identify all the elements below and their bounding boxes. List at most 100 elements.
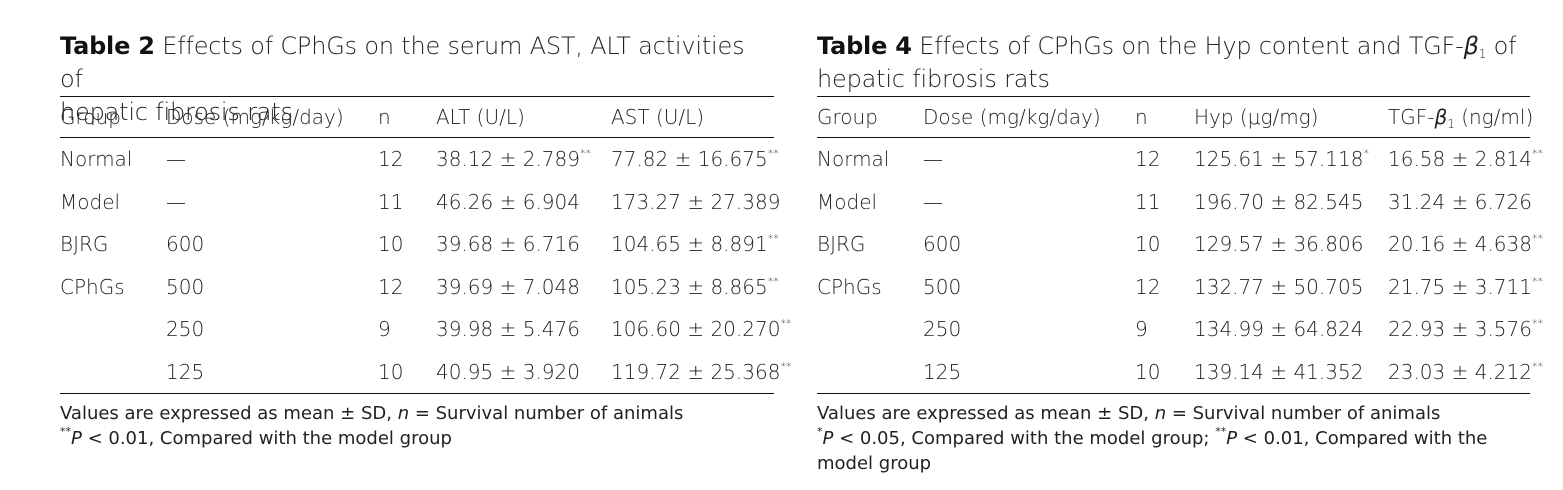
table-row: Model — 11 46.26 ± 6.904 173.27 ± 27.389 — [60, 181, 780, 224]
cell-tgf: 22.93 ± 3.576** — [1388, 317, 1543, 341]
subscript: 1 — [1447, 117, 1455, 131]
cell-group: Model — [60, 189, 121, 214]
footnote-variable: P — [1226, 428, 1238, 449]
cell-value: 129.57 ± 36.806 — [1194, 232, 1364, 257]
footnote-2: **P < 0.01, Compared with the model grou… — [60, 426, 774, 451]
table-row: 125 10 139.14 ± 41.352 23.03 ± 4.212** — [817, 351, 1543, 394]
table-row: CPhGs 500 12 39.69 ± 7.048 105.23 ± 8.86… — [60, 266, 779, 309]
table-title-cont: hepatic fibrosis rats — [817, 65, 1050, 93]
cell-ast: 173.27 ± 27.389 — [611, 190, 780, 214]
cell-ast: 119.72 ± 25.368** — [611, 360, 791, 384]
table-footnotes: Values are expressed as mean ± SD, n = S… — [817, 401, 1530, 476]
col-header-group: Group — [60, 105, 121, 129]
table-row: 125 10 40.95 ± 3.920 119.72 ± 25.368** — [60, 351, 791, 394]
header-rule — [60, 137, 774, 138]
cell-group: Normal — [60, 147, 133, 172]
cell-dose: 600 — [166, 232, 205, 257]
cell-value: 21.75 ± 3.711 — [1388, 274, 1532, 299]
col-header-hyp: Hyp (μg/mg) — [1194, 105, 1319, 129]
cell-value: 22.93 ± 3.576 — [1388, 317, 1532, 342]
cell-alt: 40.95 ± 3.920 — [436, 360, 580, 384]
header-unit: (ng/ml) — [1454, 105, 1534, 129]
significance-mark: ** — [1531, 317, 1543, 331]
cell-n: 10 — [1135, 359, 1161, 384]
cell-group: BJRG — [60, 232, 109, 257]
table-2: Table 2 Effects of CPhGs on the serum AS… — [60, 30, 791, 451]
top-rule — [60, 96, 774, 97]
cell-dose: — — [166, 147, 186, 172]
col-header-n: n — [378, 105, 391, 129]
footnote-text: < 0.01, Compared with the model group — [81, 428, 452, 449]
cell-dose: — — [166, 189, 186, 214]
cell-n: 12 — [1135, 147, 1161, 172]
cell-n: 9 — [1135, 317, 1148, 342]
footnote-variable: n — [1154, 403, 1167, 424]
footnote-text: = Survival number of animals — [409, 403, 684, 424]
significance-mark: ** — [1531, 274, 1543, 288]
significance-mark: ** — [767, 274, 779, 288]
col-header-ast: AST (U/L) — [611, 105, 705, 129]
cell-dose: 500 — [166, 274, 205, 299]
table-number: Table 2 — [60, 32, 155, 60]
table-row: Normal — 12 125.61 ± 57.118* 16.58 ± 2.8… — [817, 138, 1543, 181]
table-row: BJRG 600 10 39.68 ± 6.716 104.65 ± 8.891… — [60, 223, 779, 266]
footnote-text: = Survival number of animals — [1166, 403, 1441, 424]
cell-tgf: 31.24 ± 6.726 — [1388, 190, 1532, 214]
footnote-1: Values are expressed as mean ± SD, n = S… — [817, 401, 1530, 426]
cell-alt: 39.69 ± 7.048 — [436, 275, 580, 299]
table-title-end: of — [1486, 32, 1517, 60]
cell-n: 10 — [378, 232, 404, 257]
significance-mark: ** — [780, 359, 792, 373]
cell-alt: 39.98 ± 5.476 — [436, 317, 580, 341]
significance-mark: ** — [780, 317, 792, 331]
significance-mark: ** — [767, 147, 779, 161]
cell-hyp: 139.14 ± 41.352 — [1194, 360, 1363, 384]
cell-n: 12 — [1135, 274, 1161, 299]
cell-value: 31.24 ± 6.726 — [1388, 189, 1532, 214]
bottom-rule — [60, 393, 774, 394]
table-body: Group Dose (mg/kg/day) n ALT (U/L) AST (… — [60, 97, 791, 394]
cell-ast: 77.82 ± 16.675** — [611, 147, 779, 171]
footnote-text: Values are expressed as mean ± SD, — [60, 403, 398, 424]
cell-group: BJRG — [817, 232, 866, 257]
cell-group: CPhGs — [817, 274, 882, 299]
footnote-text: < 0.01, Compared with the — [1237, 428, 1488, 449]
cell-dose: 125 — [923, 359, 962, 384]
cell-value: 46.26 ± 6.904 — [436, 189, 580, 214]
table-row: 250 9 39.98 ± 5.476 106.60 ± 20.270** — [60, 308, 791, 351]
cell-n: 11 — [1135, 189, 1161, 214]
table-row: Normal — 12 38.12 ± 2.789** 77.82 ± 16.6… — [60, 138, 779, 181]
cell-value: 134.99 ± 64.824 — [1194, 317, 1364, 342]
col-header-dose: Dose (mg/kg/day) — [923, 105, 1101, 129]
bottom-rule — [817, 393, 1530, 394]
cell-ast: 106.60 ± 20.270** — [611, 317, 791, 341]
cell-n: 10 — [1135, 232, 1161, 257]
cell-dose: 250 — [923, 317, 962, 342]
table-row: Model — 11 196.70 ± 82.545 31.24 ± 6.726 — [817, 181, 1532, 224]
cell-value: 139.14 ± 41.352 — [1194, 359, 1364, 384]
cell-value: 39.98 ± 5.476 — [436, 317, 580, 342]
cell-group: Normal — [817, 147, 890, 172]
significance-mark: ** — [579, 147, 591, 161]
cell-value: 20.16 ± 4.638 — [1388, 232, 1532, 257]
top-rule — [817, 96, 1530, 97]
col-header-dose: Dose (mg/kg/day) — [166, 105, 344, 129]
cell-value: 119.72 ± 25.368 — [611, 359, 781, 384]
cell-value: 23.03 ± 4.212 — [1388, 359, 1532, 384]
cell-tgf: 21.75 ± 3.711** — [1388, 275, 1543, 299]
cell-value: 16.58 ± 2.814 — [1388, 147, 1532, 172]
table-caption: Table 4 Effects of CPhGs on the Hyp cont… — [817, 30, 1530, 96]
table-number: Table 4 — [817, 32, 912, 60]
footnote-variable: P — [822, 428, 834, 449]
col-header-group: Group — [817, 105, 878, 129]
significance-mark: * — [1363, 147, 1369, 161]
table-title: Effects of CPhGs on the serum AST, ALT a… — [60, 32, 745, 93]
cell-value: 173.27 ± 27.389 — [611, 189, 781, 214]
col-header-tgf: TGF-β1 (ng/ml) — [1388, 105, 1534, 131]
cell-n: 9 — [378, 317, 391, 342]
significance-mark: ** — [1531, 147, 1543, 161]
cell-value: 196.70 ± 82.545 — [1194, 189, 1364, 214]
rows: Normal — 12 38.12 ± 2.789** 77.82 ± 16.6… — [60, 138, 791, 394]
cell-alt: 39.68 ± 6.716 — [436, 232, 580, 256]
cell-value: 106.60 ± 20.270 — [611, 317, 781, 342]
